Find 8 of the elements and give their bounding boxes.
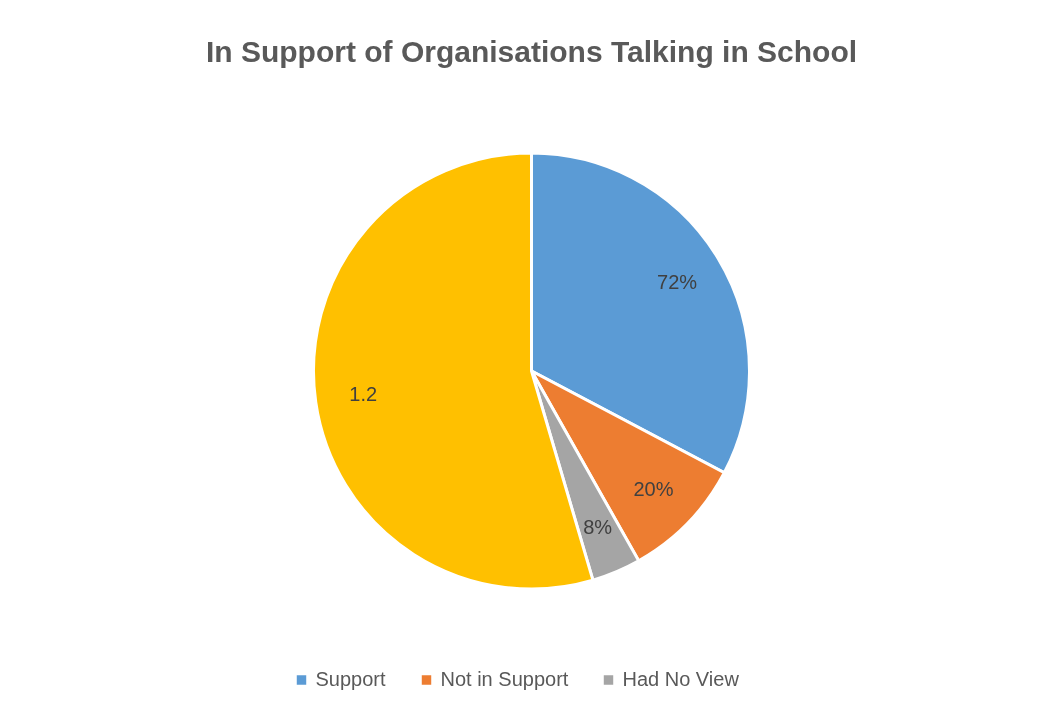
legend-label: Not in Support [440, 668, 569, 690]
chart-title: In Support of Organisations Talking in School [205, 35, 858, 68]
data-label: 8% [583, 515, 613, 538]
legend-label: Support [315, 668, 386, 690]
data-label: 20% [633, 477, 674, 500]
data-label: 72% [657, 271, 698, 294]
data-label: 1.2 [349, 383, 378, 406]
legend-label: Had No View [622, 668, 740, 690]
